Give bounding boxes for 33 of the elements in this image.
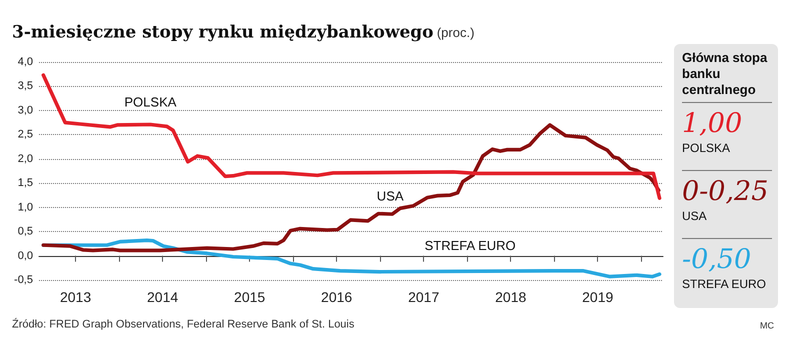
y-tick-label: 0,5 bbox=[18, 226, 33, 238]
y-tick-label: -0,5 bbox=[14, 274, 33, 286]
x-tick-label: 2015 bbox=[234, 289, 266, 305]
x-tick-label: 2018 bbox=[495, 289, 526, 305]
x-tick-label: 2016 bbox=[321, 289, 352, 305]
text: Główna stopa banku centralnego bbox=[682, 50, 772, 103]
y-tick-label: 2,5 bbox=[18, 128, 33, 141]
y-tick-label: 2,0 bbox=[18, 152, 33, 165]
category-label: POLSKA bbox=[682, 141, 730, 155]
y-tick-label: 1,5 bbox=[18, 177, 33, 190]
series-label: STREFA EURO bbox=[424, 238, 516, 253]
chart-subtitle: (proc.) bbox=[436, 25, 474, 40]
text: 1,00 bbox=[682, 108, 742, 139]
x-tick-label: 2019 bbox=[582, 289, 614, 305]
category-label: USA bbox=[682, 209, 707, 223]
text: Źródło: FRED Graph Observations, Federal Reserve Bank of St. Louis bbox=[12, 318, 355, 330]
text: 0-0,25 bbox=[682, 176, 768, 207]
y-tick-label: 4,0 bbox=[18, 56, 33, 68]
text: -0,50 bbox=[682, 244, 752, 275]
x-tick-label: 2013 bbox=[60, 289, 92, 305]
y-tick-label: 1,0 bbox=[18, 201, 33, 214]
line-series bbox=[42, 123, 660, 252]
x-tick-label: 2017 bbox=[408, 289, 440, 305]
text: MC bbox=[760, 320, 774, 330]
y-tick-label: 3,0 bbox=[18, 104, 33, 116]
category-label: STREFA EURO bbox=[682, 277, 766, 291]
y-tick-label: 0,0 bbox=[18, 250, 33, 262]
chart-title: 3-miesięczne stopy rynku międzybankowego bbox=[12, 22, 434, 42]
series-label: USA bbox=[376, 188, 404, 204]
y-tick-label: 3,5 bbox=[18, 80, 33, 92]
x-tick-label: 2014 bbox=[147, 289, 178, 305]
series-label: POLSKA bbox=[124, 94, 177, 110]
line-series bbox=[42, 73, 662, 200]
